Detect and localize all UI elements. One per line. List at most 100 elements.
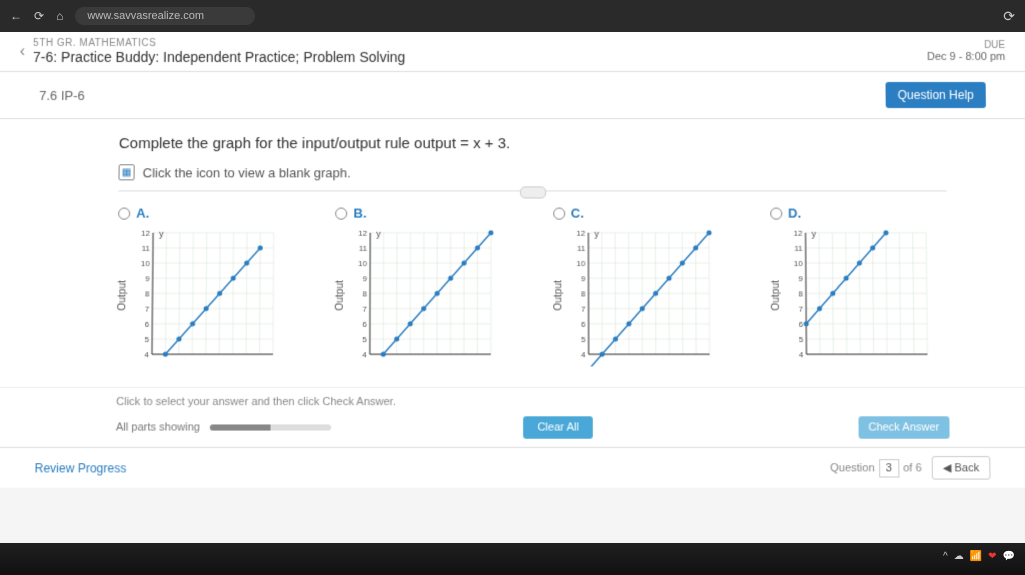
question-text: Complete the graph for the input/output …: [119, 135, 947, 152]
question-area: Complete the graph for the input/output …: [0, 119, 1025, 387]
progress-bar: [210, 424, 331, 430]
svg-text:7: 7: [581, 305, 586, 314]
y-axis-label-d: Output: [770, 280, 781, 310]
svg-text:8: 8: [145, 289, 150, 298]
graph-c: 456789101112y: [564, 225, 716, 367]
option-letter-c: C.: [571, 206, 584, 221]
svg-text:11: 11: [142, 244, 151, 253]
tray-up-icon[interactable]: ^: [943, 551, 948, 562]
browser-toolbar: ← ⟳ ⌂ www.savvasrealize.com ⟳: [0, 0, 1025, 32]
svg-text:12: 12: [576, 229, 586, 238]
svg-text:4: 4: [799, 350, 804, 359]
back-icon[interactable]: ←: [10, 9, 22, 23]
graph-d: 4 5 6 7 8 9 10 11 12 y: [781, 225, 933, 367]
radio-b[interactable]: [335, 207, 347, 219]
svg-text:9: 9: [580, 274, 585, 283]
back-chevron-icon[interactable]: ‹: [20, 42, 26, 60]
svg-text:7: 7: [363, 305, 368, 314]
tray-wifi-icon[interactable]: 📶: [970, 551, 982, 562]
due-label: DUE: [927, 40, 1005, 51]
radio-a[interactable]: [118, 207, 130, 219]
svg-text:11: 11: [359, 244, 368, 253]
svg-text:9: 9: [798, 274, 803, 283]
system-tray: ^ ☁ 📶 ❤ 💬: [943, 551, 1015, 562]
svg-text:12: 12: [359, 229, 369, 238]
problem-bar: 7.6 IP-6 Question Help: [0, 72, 1025, 119]
svg-text:10: 10: [794, 259, 804, 268]
svg-text:8: 8: [363, 289, 368, 298]
tray-chat-icon[interactable]: 💬: [1003, 551, 1015, 562]
svg-text:7: 7: [798, 305, 803, 314]
footer-area: Click to select your answer and then cli…: [0, 387, 1025, 447]
reload-right-icon[interactable]: ⟳: [1003, 8, 1015, 25]
question-label: Question: [830, 462, 875, 474]
choice-a[interactable]: A. Output 4 5 6 7 8 9 10 11 12 y: [117, 206, 296, 367]
svg-text:6: 6: [145, 320, 150, 329]
due-block: DUE Dec 9 - 8:00 pm: [927, 40, 1006, 63]
progress-label: All parts showing: [116, 421, 200, 433]
tray-heart-icon[interactable]: ❤: [988, 551, 996, 562]
choice-d[interactable]: D. Output 4 5 6 7 8 9 10 11 12 y: [770, 206, 949, 367]
home-icon[interactable]: ⌂: [56, 9, 63, 23]
svg-text:8: 8: [798, 289, 803, 298]
y-axis-label-b: Output: [335, 280, 346, 310]
divider: [118, 190, 946, 191]
svg-text:5: 5: [581, 335, 586, 344]
lesson-title: 7-6: Practice Buddy: Independent Practic…: [33, 49, 927, 65]
svg-text:12: 12: [141, 229, 151, 238]
choice-c[interactable]: C. Output 456789101112y: [553, 206, 731, 367]
radio-c[interactable]: [553, 207, 565, 219]
refresh-icon[interactable]: ⟳: [34, 9, 44, 23]
problem-number: 7.6 IP-6: [39, 88, 886, 103]
y-axis-label-c: Output: [553, 280, 564, 310]
graph-a: 4 5 6 7 8 9 10 11 12 y: [128, 225, 280, 367]
page-content: ‹ 5TH GR. MATHEMATICS 7-6: Practice Budd…: [0, 32, 1025, 543]
review-progress-link[interactable]: Review Progress: [35, 461, 127, 475]
svg-text:y: y: [811, 229, 816, 239]
clear-all-button[interactable]: Clear All: [523, 416, 593, 438]
radio-d[interactable]: [770, 207, 782, 219]
due-date: Dec 9 - 8:00 pm: [927, 51, 1005, 63]
question-current: 3: [879, 459, 900, 477]
tray-cloud-icon[interactable]: ☁: [954, 551, 964, 562]
svg-text:4: 4: [144, 350, 149, 359]
svg-text:y: y: [377, 229, 382, 239]
svg-text:10: 10: [576, 259, 586, 268]
svg-text:7: 7: [145, 305, 150, 314]
option-letter-d: D.: [788, 206, 801, 221]
svg-text:6: 6: [798, 320, 803, 329]
svg-text:9: 9: [145, 274, 150, 283]
back-button[interactable]: ◀ Back: [932, 456, 991, 479]
y-axis-label-a: Output: [117, 280, 128, 310]
instruction-text: Click to select your answer and then cli…: [116, 396, 949, 408]
svg-text:10: 10: [141, 259, 151, 268]
svg-text:5: 5: [145, 335, 150, 344]
svg-text:8: 8: [580, 289, 585, 298]
svg-text:12: 12: [793, 229, 803, 238]
grade-label: 5TH GR. MATHEMATICS: [33, 38, 927, 49]
choice-b[interactable]: B. Output 456789101112y: [335, 206, 513, 367]
svg-text:5: 5: [799, 335, 804, 344]
nav-footer: Review Progress Question 3 of 6 ◀ Back: [0, 447, 1025, 488]
svg-text:4: 4: [363, 350, 368, 359]
svg-text:y: y: [159, 229, 164, 239]
url-bar[interactable]: www.savvasrealize.com: [75, 7, 255, 25]
answer-choices: A. Output 456789101112y B. Output 456789…: [116, 206, 948, 377]
breadcrumb: ‹ 5TH GR. MATHEMATICS 7-6: Practice Budd…: [0, 32, 1025, 72]
hint-row: ▦ Click the icon to view a blank graph.: [118, 164, 946, 180]
graph-b: 4 5 6 7 8 9 10 11 12 y: [346, 225, 497, 367]
question-total: of 6: [903, 462, 922, 474]
question-help-button[interactable]: Question Help: [885, 82, 986, 108]
svg-text:9: 9: [363, 274, 368, 283]
svg-text:11: 11: [577, 244, 586, 253]
svg-text:6: 6: [363, 320, 368, 329]
question-counter: Question 3 of 6: [830, 459, 922, 477]
option-letter-a: A.: [136, 206, 149, 221]
svg-text:5: 5: [363, 335, 368, 344]
svg-text:4: 4: [581, 350, 586, 359]
svg-text:10: 10: [358, 259, 368, 268]
svg-text:11: 11: [794, 244, 803, 253]
graph-icon[interactable]: ▦: [118, 164, 134, 180]
svg-text:y: y: [594, 229, 599, 239]
check-answer-button[interactable]: Check Answer: [858, 416, 949, 438]
